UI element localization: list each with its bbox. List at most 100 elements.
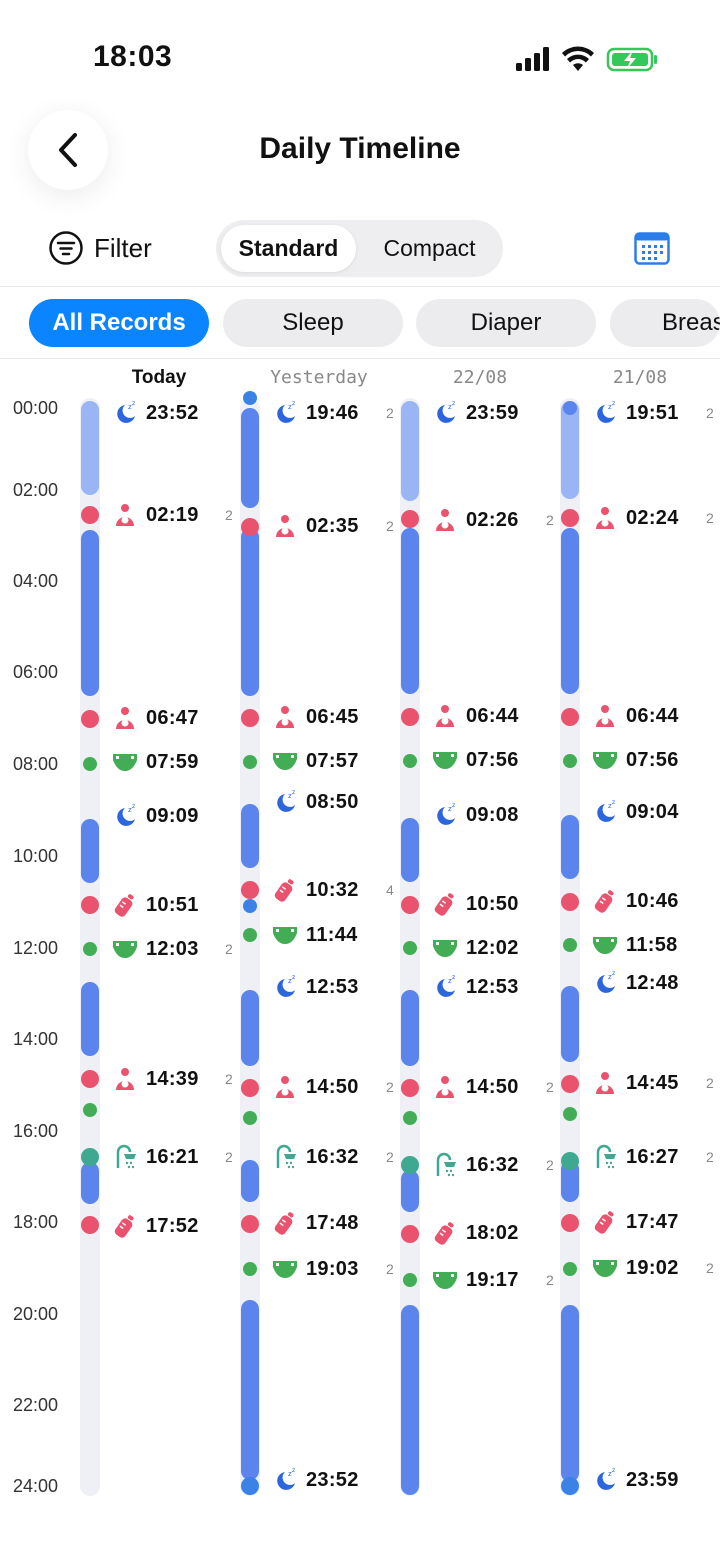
event-dot[interactable] [563,754,577,768]
chip-all-records[interactable]: All Records [29,299,209,347]
timeline-event[interactable]: 19:02 [592,1253,679,1283]
event-dot[interactable] [403,941,417,955]
timeline-event[interactable]: 06:44 [432,701,519,731]
event-dot[interactable] [81,506,99,524]
event-dot[interactable] [561,1075,579,1093]
sleep-bar[interactable] [241,1160,259,1202]
event-dot[interactable] [403,754,417,768]
sleep-bar[interactable] [561,986,579,1062]
sleep-bar[interactable] [401,528,419,694]
sleep-bar[interactable] [81,819,99,883]
timeline-event[interactable]: 12:02 [432,933,519,963]
timeline-event[interactable]: 10:51 [112,890,199,920]
event-dot[interactable] [563,401,577,415]
event-dot[interactable] [403,1111,417,1125]
event-dot[interactable] [83,757,97,771]
timeline-event[interactable]: 17:47 [592,1207,679,1237]
event-dot[interactable] [243,1111,257,1125]
sleep-bar[interactable] [241,990,259,1066]
event-dot[interactable] [401,1225,419,1243]
sleep-bar[interactable] [241,528,259,696]
sleep-bar[interactable] [401,401,419,501]
timeline-event[interactable]: 02:35 [272,511,359,541]
event-dot[interactable] [561,509,579,527]
sleep-bar[interactable] [81,982,99,1056]
timeline-event[interactable]: 19:03 [272,1254,359,1284]
filter-button[interactable]: Filter [48,228,152,268]
event-dot[interactable] [563,1107,577,1121]
sleep-bar[interactable] [401,818,419,882]
event-dot[interactable] [401,1079,419,1097]
event-dot[interactable] [403,1273,417,1287]
chip-sleep[interactable]: Sleep [223,299,403,347]
event-dot[interactable] [401,708,419,726]
event-dot[interactable] [241,1079,259,1097]
timeline-event[interactable]: 10:50 [432,889,519,919]
event-dot[interactable] [243,928,257,942]
event-dot[interactable] [561,708,579,726]
event-dot[interactable] [243,1262,257,1276]
chip-breastfeeding[interactable]: Breas [610,299,720,347]
event-dot[interactable] [563,1262,577,1276]
event-dot[interactable] [243,755,257,769]
sleep-bar[interactable] [561,1160,579,1202]
timeline-event[interactable]: 14:50 [272,1072,359,1102]
sleep-bar[interactable] [241,1300,259,1480]
sleep-bar[interactable] [81,1162,99,1204]
timeline-event[interactable]: 07:56 [432,745,519,775]
timeline-event[interactable]: 06:45 [272,702,359,732]
event-dot[interactable] [241,1477,259,1495]
sleep-bar[interactable] [401,1305,419,1495]
event-dot[interactable] [241,881,259,899]
event-dot[interactable] [81,1216,99,1234]
sleep-bar[interactable] [561,401,579,499]
sleep-bar[interactable] [241,408,259,508]
timeline-event[interactable]: 16:21 [112,1142,199,1172]
event-dot[interactable] [243,899,257,913]
sleep-bar[interactable] [561,815,579,879]
timeline-event[interactable]: 18:02 [432,1218,519,1248]
timeline-event[interactable]: 12:03 [112,934,199,964]
sleep-bar[interactable] [241,804,259,868]
event-dot[interactable] [561,1152,579,1170]
event-dot[interactable] [401,510,419,528]
standard-view-button[interactable]: Standard [221,225,356,272]
event-dot[interactable] [561,1477,579,1495]
sleep-bar[interactable] [401,990,419,1066]
timeline-event[interactable]: 19:17 [432,1265,519,1295]
timeline-event[interactable]: 02:24 [592,503,679,533]
timeline-event[interactable]: 14:39 [112,1064,199,1094]
timeline-event[interactable]: 06:47 [112,703,199,733]
event-dot[interactable] [401,896,419,914]
event-dot[interactable] [241,518,259,536]
event-dot[interactable] [81,1148,99,1166]
event-dot[interactable] [243,391,257,405]
event-dot[interactable] [401,1156,419,1174]
timeline-event[interactable]: 07:56 [592,745,679,775]
timeline-event[interactable]: 14:50 [432,1072,519,1102]
timeline-event[interactable]: 16:27 [592,1142,679,1172]
timeline-event[interactable]: 10:32 [272,875,359,905]
timeline-event[interactable]: 14:45 [592,1068,679,1098]
sleep-bar[interactable] [561,528,579,694]
timeline-event[interactable]: 11:44 [272,920,358,950]
calendar-icon[interactable] [634,231,670,265]
event-dot[interactable] [241,1215,259,1233]
event-dot[interactable] [83,1103,97,1117]
timeline-event[interactable]: 06:44 [592,701,679,731]
event-dot[interactable] [563,938,577,952]
timeline-event[interactable]: 17:48 [272,1208,359,1238]
sleep-bar[interactable] [81,401,99,495]
timeline-event[interactable]: 07:59 [112,747,199,777]
